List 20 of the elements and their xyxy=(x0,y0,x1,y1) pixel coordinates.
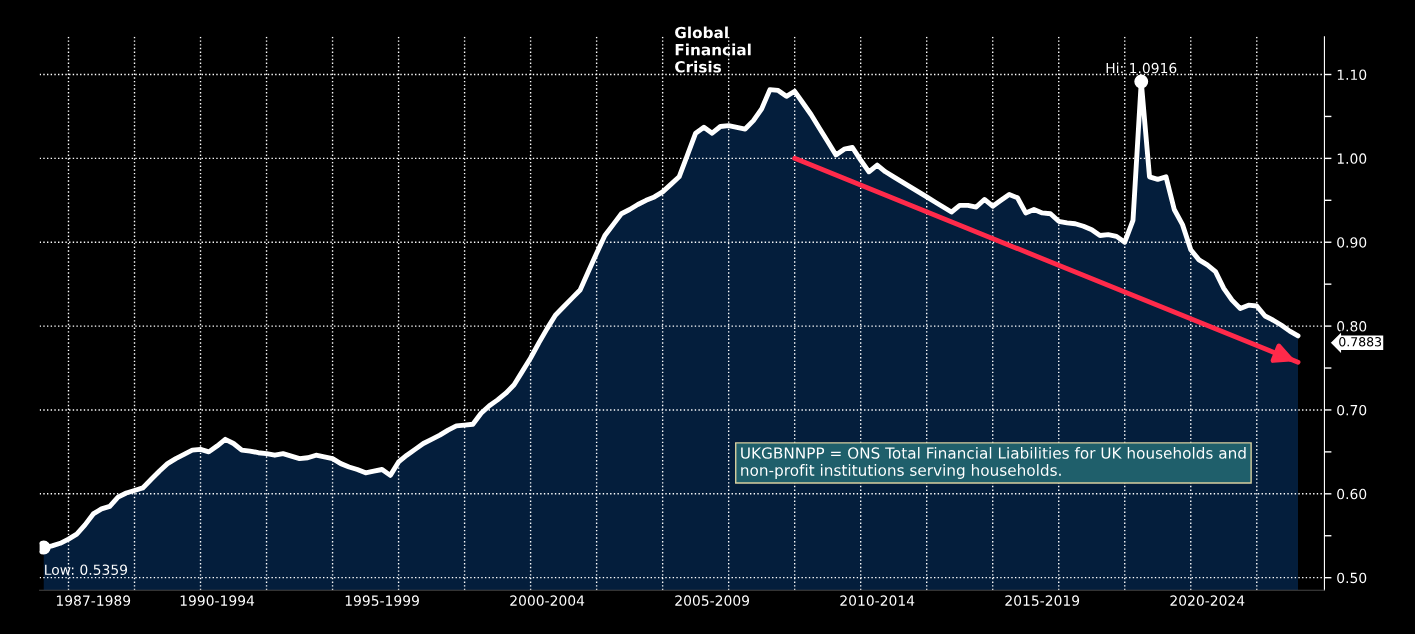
x-tick-label: 1995-1999 xyxy=(345,595,419,606)
x-tick-label: 2020-2024 xyxy=(1170,595,1245,606)
x-tick-label: 1990-1994 xyxy=(180,595,255,606)
annotation: Hi: 1.0916 xyxy=(1106,62,1177,74)
text: 0.7883 xyxy=(1339,337,1382,347)
y-tick-label: 0.80 xyxy=(1337,321,1367,332)
y-tick-label: 0.90 xyxy=(1337,237,1367,248)
x-tick-label: 2010-2014 xyxy=(840,595,915,606)
y-tick-label: 0.50 xyxy=(1337,572,1367,584)
annotation: UKGBNNPP = ONS Total Financial Liabilities for UK households and non-profit institutions serving households. xyxy=(741,447,1246,479)
x-tick-label: 2005-2009 xyxy=(675,595,750,606)
y-tick-label: 0.70 xyxy=(1337,404,1367,416)
y-tick-label: 1.00 xyxy=(1337,153,1367,164)
annotation: Low: 0.5359 xyxy=(45,564,128,575)
y-tick-label: 0.60 xyxy=(1337,488,1367,500)
x-tick-label: 1987-1989 xyxy=(56,595,131,606)
x-tick-label: 2015-2019 xyxy=(1005,595,1080,606)
y-tick-label: 1.10 xyxy=(1337,69,1367,80)
x-tick-label: 2000-2004 xyxy=(510,595,585,606)
annotation: Global Financial Crisis xyxy=(675,26,751,73)
